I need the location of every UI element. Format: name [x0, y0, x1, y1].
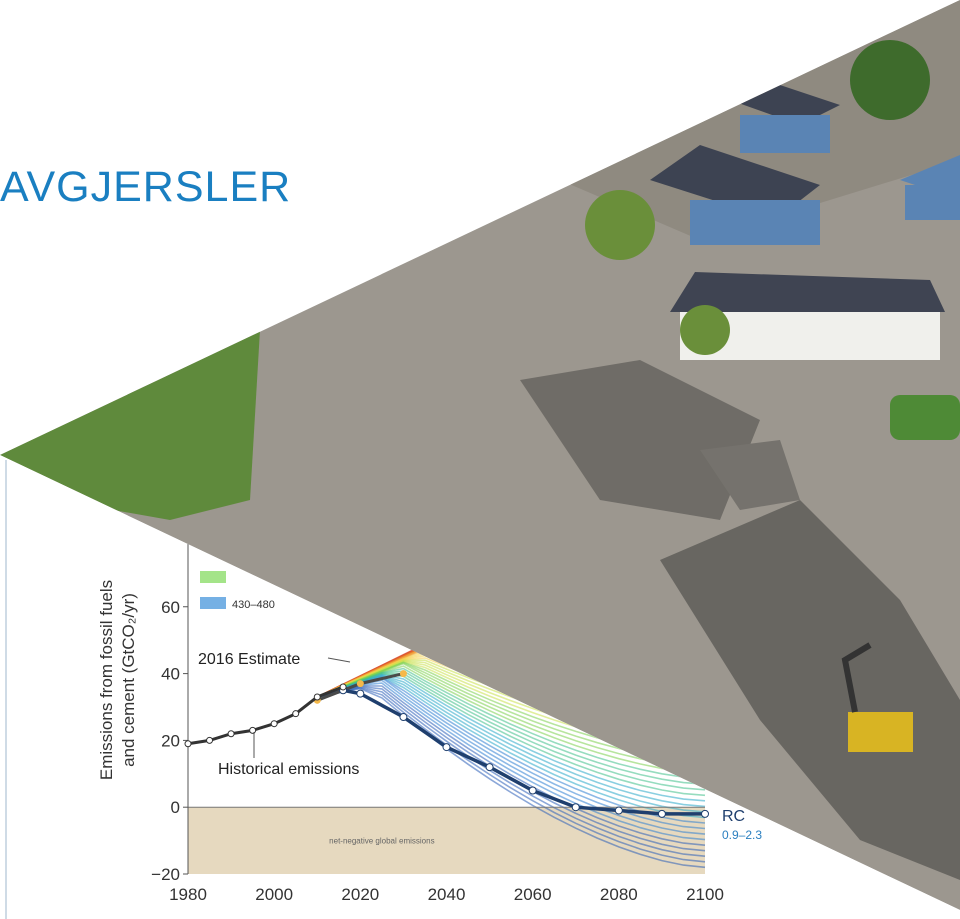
upper-pathway-point: [400, 670, 407, 677]
historical-annotation: Historical emissions: [218, 761, 359, 778]
median-pathway-point: [702, 810, 709, 817]
x-tick-label: 1980: [169, 885, 207, 904]
x-tick-label: 2100: [686, 885, 724, 904]
median-pathway-point: [400, 714, 407, 721]
median-pathway-point: [572, 804, 579, 811]
median-pathway-point: [443, 744, 450, 751]
x-tick-label: 2040: [428, 885, 466, 904]
x-tick-label: 2080: [600, 885, 638, 904]
historical-point: [340, 684, 346, 690]
median-pathway-point: [486, 764, 493, 771]
y-tick-label: −20: [151, 865, 180, 884]
historical-point: [228, 731, 234, 737]
right-label-2: 0.9–2.3: [722, 828, 762, 842]
y-axis-label-line2: and cement (GtCO₂/yr): [119, 593, 138, 767]
median-pathway-point: [529, 787, 536, 794]
historical-point: [314, 694, 320, 700]
historical-point: [185, 741, 191, 747]
x-tick-label: 2000: [255, 885, 293, 904]
upper-pathway-point: [357, 680, 364, 687]
x-tick-label: 2060: [514, 885, 552, 904]
legend-swatch: [200, 597, 226, 609]
negative-emissions-band: [188, 807, 705, 874]
historical-point: [271, 721, 277, 727]
negative-band-label: net-negative global emissions: [329, 837, 434, 846]
right-label-1: RC: [722, 808, 745, 825]
historical-point: [250, 727, 256, 733]
y-tick-label: 60: [161, 598, 180, 617]
y-tick-label: 20: [161, 731, 180, 750]
x-tick-label: 2020: [341, 885, 379, 904]
estimate-annotation: 2016 Estimate: [198, 651, 300, 668]
historical-point: [293, 711, 299, 717]
legend-label: 430–480: [232, 599, 275, 611]
median-pathway-point: [357, 690, 364, 697]
y-axis-label-line1: Emissions from fossil fuels: [97, 580, 116, 780]
y-tick-label: 40: [161, 665, 180, 684]
legend-swatch: [200, 571, 226, 583]
median-pathway-point: [615, 807, 622, 814]
historical-point: [207, 737, 213, 743]
y-tick-label: 0: [171, 798, 180, 817]
median-pathway-point: [658, 810, 665, 817]
